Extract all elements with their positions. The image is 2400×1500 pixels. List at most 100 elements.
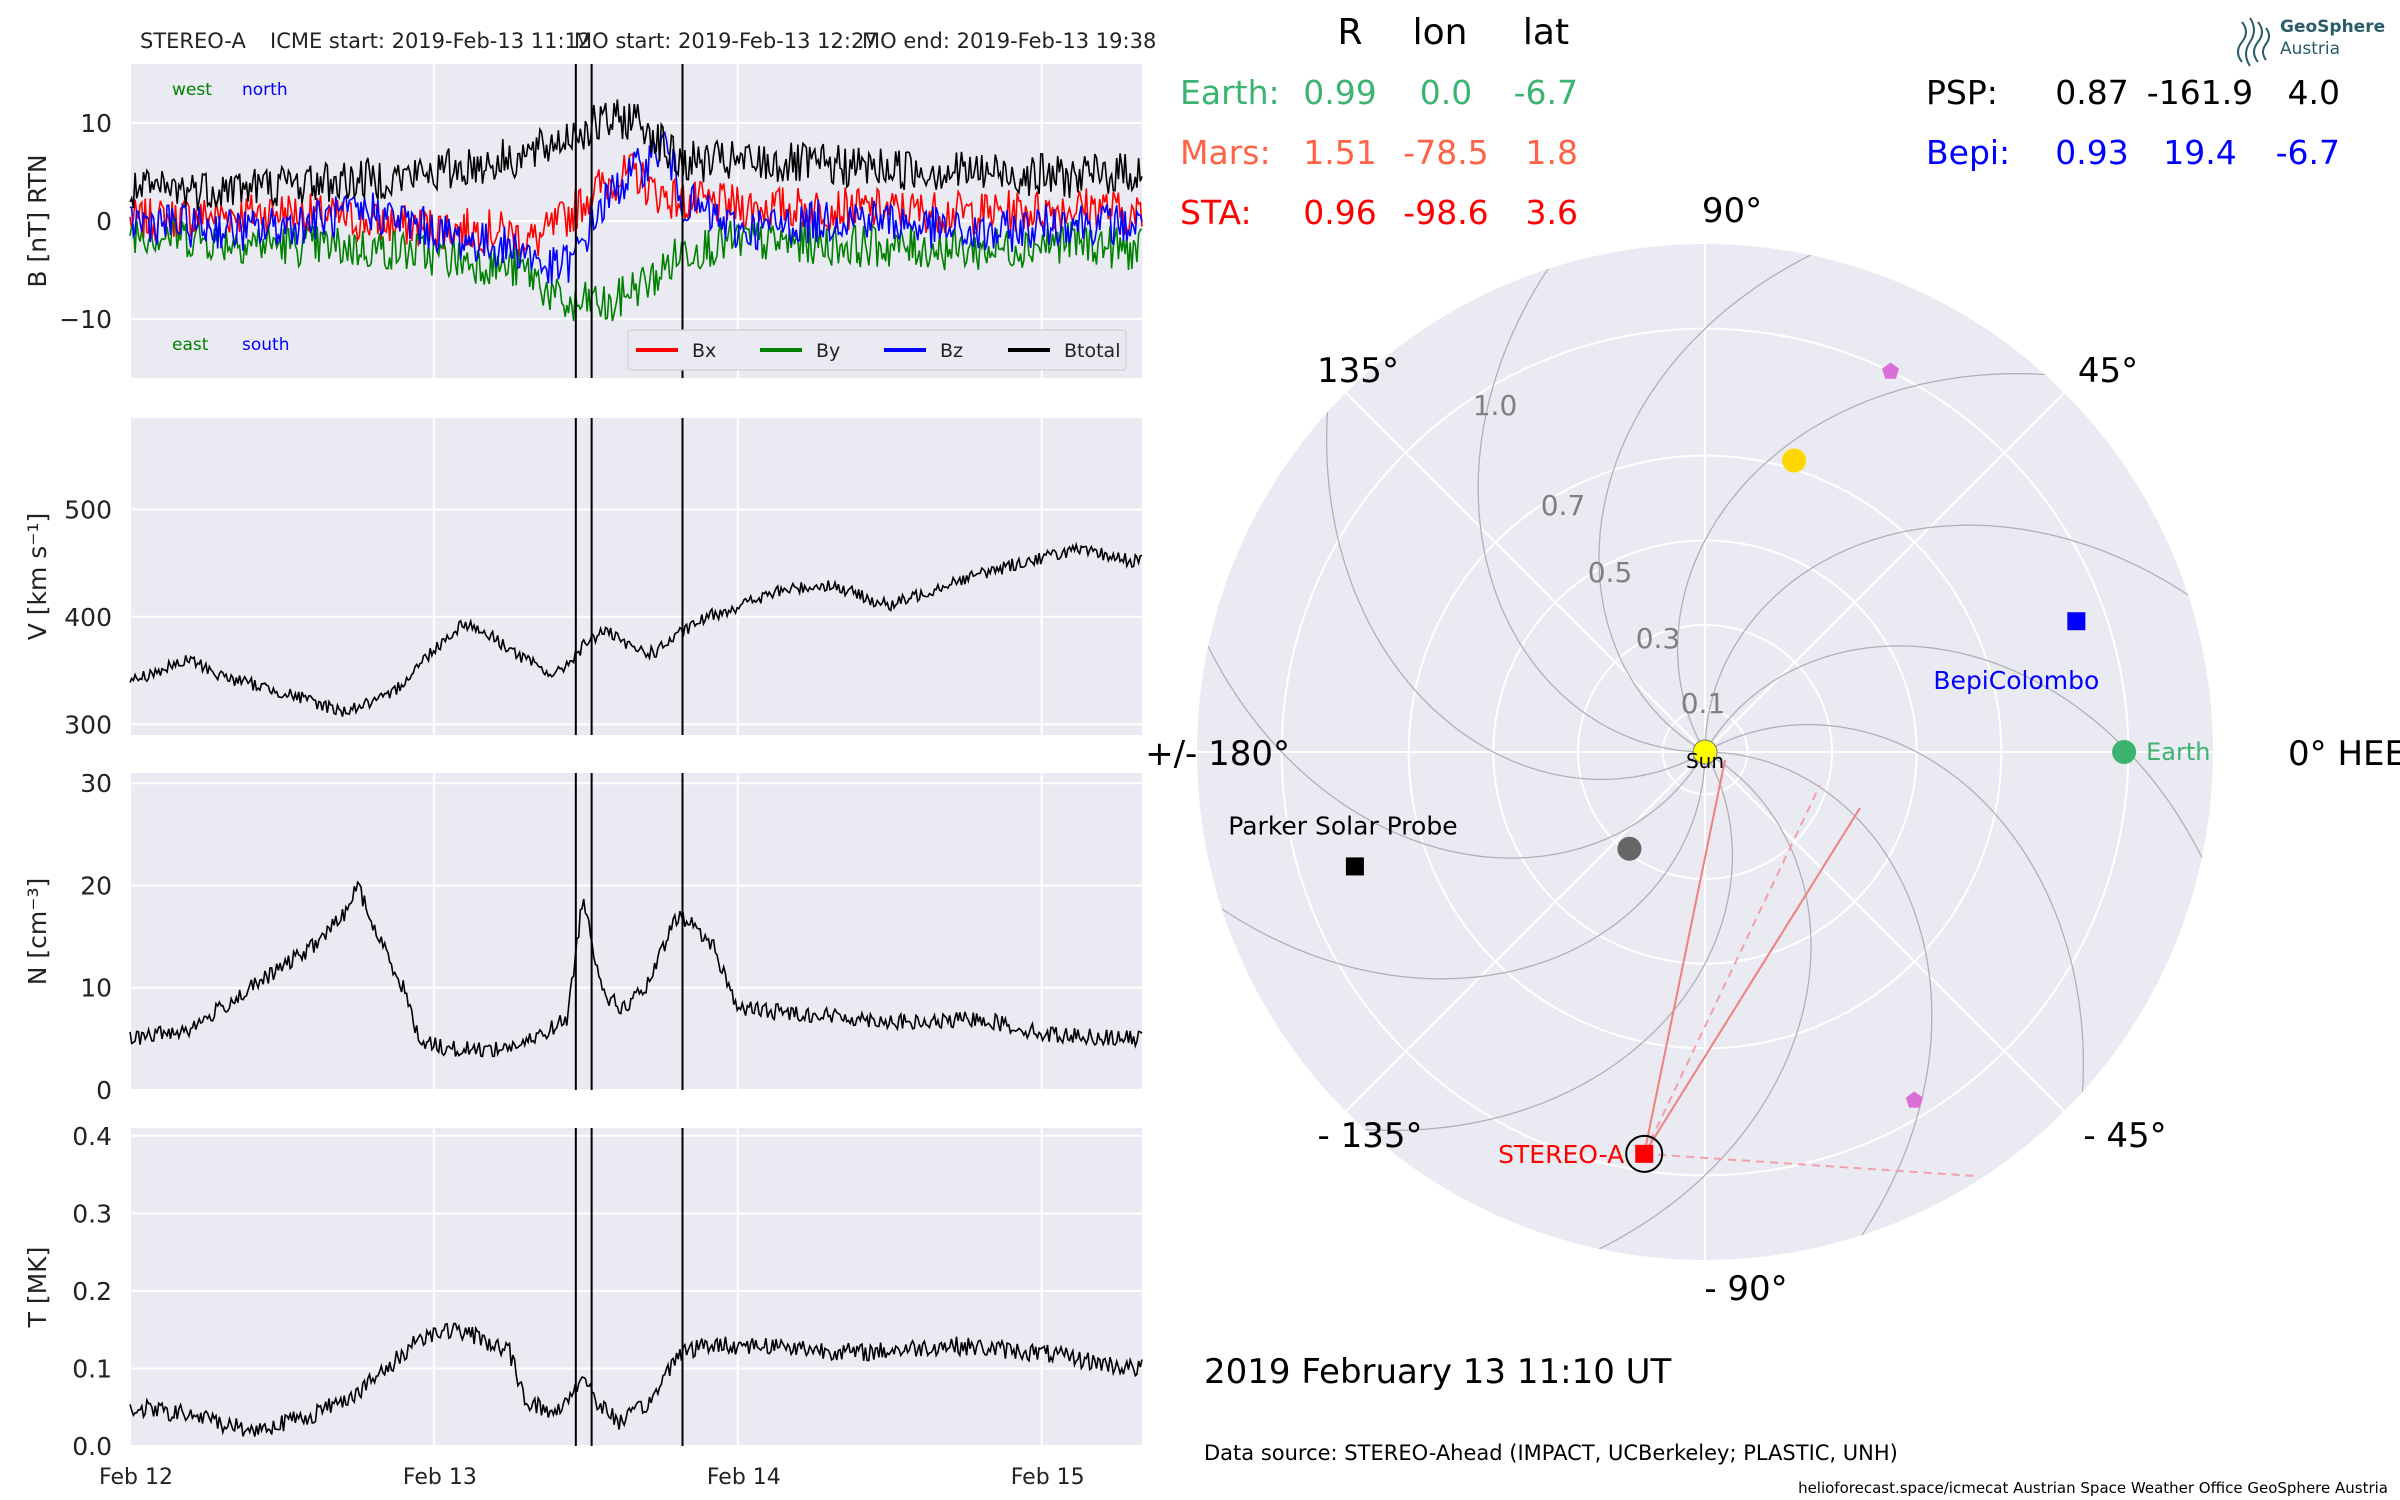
angle-label: 45° — [2078, 351, 2138, 391]
y-tick-label: 300 — [64, 710, 112, 739]
parker-spiral-line — [1676, 372, 2115, 753]
panel-speed: 300 400 500 V [km s⁻¹] — [23, 418, 1143, 739]
parker-spiral-line — [1704, 723, 2085, 1162]
table-lat: 3.6 — [1526, 193, 1578, 232]
y-tick-label: 0.1 — [72, 1354, 112, 1383]
marker-stereo-a — [1635, 1144, 1654, 1163]
table-lat: -6.7 — [1514, 73, 1578, 112]
table-label: Bepi: — [1926, 133, 2010, 172]
table-label: STA: — [1180, 193, 1252, 232]
legend-label: Bx — [692, 340, 716, 362]
x-tick-label: Feb 14 — [707, 1465, 781, 1490]
fov-line-dashed — [1643, 784, 1821, 1155]
label-parker-solar-probe: Parker Solar Probe — [1228, 811, 1457, 840]
panel-temperature: 0.0 0.1 0.2 0.3 0.4 T [MK] Feb 12 Feb 13 Feb 14 F… — [23, 1122, 1143, 1490]
radial-tick-label: 0.7 — [1541, 489, 1586, 522]
date-label: 2019 February 13 11:10 UT — [1204, 1352, 1672, 1392]
label-bepicolombo: BepiColombo — [1933, 666, 2099, 695]
col-header-r: R — [1337, 12, 1362, 53]
series-line-by — [129, 215, 1143, 322]
y-axis-label: B [nT] RTN — [23, 154, 52, 287]
table-lat: -6.7 — [2276, 133, 2340, 172]
col-header-lon: lon — [1413, 12, 1468, 53]
table-lat: 1.8 — [1526, 133, 1578, 172]
geosphere-logo: GeoSphere Austria — [2237, 17, 2385, 67]
angle-label: - 90° — [1704, 1269, 1787, 1309]
y-axis-label: T [MK] — [23, 1247, 52, 1329]
marker-object — [1782, 448, 1807, 473]
y-tick-label: 0.0 — [72, 1432, 112, 1461]
table-r: 0.99 — [1303, 73, 1376, 112]
angle-label: +/- 180° — [1145, 734, 1290, 774]
radial-tick-label: 0.1 — [1681, 687, 1726, 720]
annotation-west: west — [172, 80, 212, 100]
radial-tick-label: 0.5 — [1588, 556, 1633, 589]
mo-start-label: MO start: 2019-Feb-13 12:27 — [574, 29, 878, 53]
marker-pentagon — [1882, 362, 1900, 379]
table-label: Earth: — [1180, 73, 1280, 112]
logo-text-line2: Austria — [2280, 39, 2340, 59]
icme-start-label: ICME start: 2019-Feb-13 11:12 — [270, 29, 591, 53]
y-tick-label: 0 — [96, 207, 112, 236]
legend-label: Btotal — [1064, 340, 1120, 362]
table-r: 1.51 — [1303, 133, 1376, 172]
marker-object — [1617, 836, 1642, 861]
legend-label: Bz — [940, 340, 963, 362]
spacecraft-label: STEREO-A — [140, 29, 247, 53]
plot-area — [130, 773, 1142, 1090]
y-tick-label: 0.4 — [72, 1122, 112, 1151]
angle-label: 0° HEEQ — [2288, 734, 2400, 774]
positions-table: R lon lat Earth: 0.99 0.0 -6.7 Mars: 1.51 -78.… — [1180, 12, 2340, 232]
angle-label: 90° — [1702, 191, 1762, 231]
marker-pentagon — [1905, 1091, 1923, 1108]
y-axis-label: V [km s⁻¹] — [23, 513, 52, 641]
parker-spiral-line — [1295, 751, 1734, 1132]
annotation-north: north — [242, 80, 288, 100]
parker-spiral-line — [1704, 524, 2213, 753]
table-lon: 19.4 — [2163, 133, 2236, 172]
angle-label: - 45° — [2083, 1116, 2166, 1156]
y-axis-label: N [cm⁻³] — [23, 878, 52, 985]
plot-area — [130, 1128, 1142, 1446]
parker-spiral-line — [1704, 645, 2213, 923]
radial-tick-label: 1.0 — [1473, 389, 1518, 422]
b-legend: Bx By Bz Btotal — [627, 329, 1127, 371]
marker-parker-solar-probe — [1345, 857, 1364, 876]
table-lat: 4.0 — [2288, 73, 2340, 112]
parker-spiral-line — [1534, 751, 1812, 1260]
y-tick-label: 0.2 — [72, 1277, 112, 1306]
panel-magnetic-field: −10 0 10 B [nT] RTN west north east south — [23, 64, 1143, 378]
annotation-south: south — [242, 335, 289, 355]
marker-earth — [2112, 740, 2137, 764]
polar-ring — [1661, 708, 1749, 796]
logo-wave-icon — [2237, 17, 2270, 67]
parker-spiral-line — [1704, 751, 1933, 1260]
legend-box — [627, 329, 1127, 371]
parker-spiral-line — [1477, 244, 1706, 753]
x-tick-label: Feb 12 — [99, 1465, 173, 1490]
marker-bepicolombo — [2067, 612, 2086, 631]
series-line-n — [129, 880, 1143, 1058]
annotation-east: east — [172, 335, 209, 355]
series-line-v — [129, 541, 1143, 717]
polar-orbit-plot: 0.10.30.5 0.7 1.0 0° HEEQ 45° 90° 135° +/- 180°… — [1145, 191, 2400, 1309]
stereo-a-ring — [1625, 1134, 1664, 1173]
radial-tick-label: 0.3 — [1636, 622, 1681, 655]
parker-spirals — [1197, 244, 2213, 1260]
table-label: PSP: — [1926, 73, 1998, 112]
table-lon: 0.0 — [1420, 73, 1472, 112]
table-lon: -78.5 — [1403, 133, 1488, 172]
series-line-btotal — [129, 99, 1143, 211]
x-tick-label: Feb 15 — [1011, 1465, 1085, 1490]
y-tick-label: 400 — [64, 603, 112, 632]
legend-label: By — [816, 340, 840, 362]
polar-ring — [1577, 624, 1833, 880]
fov-line — [1643, 759, 1726, 1155]
col-header-lat: lat — [1523, 12, 1569, 53]
fov-line — [1643, 807, 1861, 1155]
parker-spiral-line — [1598, 244, 1876, 753]
table-label: Mars: — [1180, 133, 1271, 172]
y-tick-label: 0.3 — [72, 1199, 112, 1228]
marker-sun — [1692, 739, 1718, 765]
parker-spiral-line — [1197, 751, 1706, 980]
